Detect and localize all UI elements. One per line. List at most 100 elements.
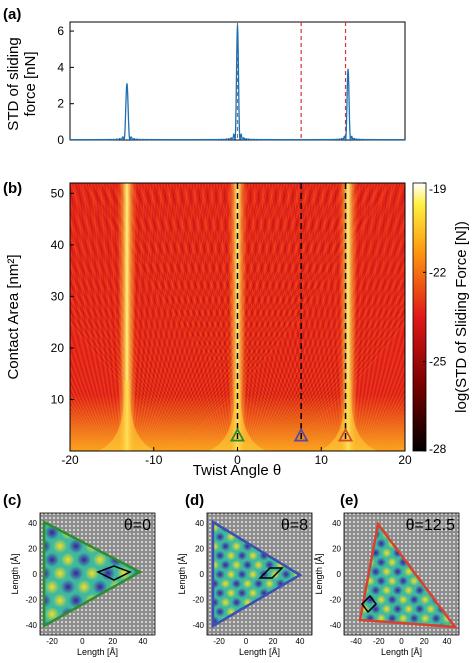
ytick-label: 40 bbox=[28, 519, 37, 528]
force-spot bbox=[157, 553, 171, 567]
force-spot bbox=[0, 457, 3, 471]
force-spot bbox=[470, 585, 474, 595]
ytick-label: 40 bbox=[195, 519, 204, 528]
ytick-label: -40 bbox=[329, 621, 341, 630]
force-spot bbox=[155, 616, 165, 626]
force-spot bbox=[5, 512, 19, 526]
panel-a-ytick-label: 0 bbox=[57, 133, 64, 147]
force-spot bbox=[220, 578, 231, 589]
force-spot bbox=[414, 604, 425, 614]
force-spot bbox=[231, 541, 242, 552]
force-spot bbox=[459, 641, 469, 651]
force-spot bbox=[166, 579, 176, 589]
force-spot bbox=[166, 504, 176, 514]
force-spot bbox=[165, 539, 179, 553]
force-spot bbox=[409, 613, 420, 624]
force-spot bbox=[165, 457, 179, 471]
force-spot bbox=[253, 578, 264, 589]
force-spot bbox=[459, 585, 469, 595]
force-spot bbox=[37, 648, 51, 662]
force-spot bbox=[459, 529, 469, 539]
force-spot bbox=[53, 485, 67, 499]
force-spot bbox=[188, 579, 198, 589]
panel-b-ytick-label: 50 bbox=[51, 186, 65, 200]
force-spot bbox=[464, 576, 474, 586]
force-spot bbox=[316, 623, 326, 633]
force-spot bbox=[215, 495, 225, 505]
force-spot bbox=[181, 539, 195, 553]
force-spot bbox=[248, 569, 258, 580]
force-spot bbox=[29, 498, 43, 512]
force-spot bbox=[157, 525, 171, 539]
force-spot bbox=[325, 495, 335, 505]
force-spot bbox=[44, 593, 52, 608]
panel-a-ytick-label: 4 bbox=[57, 60, 64, 74]
force-spot bbox=[459, 548, 469, 558]
force-spot bbox=[149, 495, 159, 505]
force-spot bbox=[303, 644, 313, 654]
force-spot bbox=[470, 511, 474, 521]
panel-b-xlabel: Twist Angle θ bbox=[193, 462, 281, 479]
ytick-label: 40 bbox=[332, 519, 341, 528]
panel-b-xticks: -20 -10 0 10 20 bbox=[61, 447, 412, 467]
force-spot bbox=[44, 552, 60, 567]
force-spot bbox=[125, 634, 139, 648]
xtick-label: 40 bbox=[139, 637, 148, 646]
force-spot bbox=[376, 576, 387, 586]
force-spot bbox=[0, 471, 11, 485]
force-spot bbox=[165, 485, 179, 499]
force-spot bbox=[470, 529, 474, 539]
contact-border bbox=[211, 519, 303, 629]
ytick-label: 20 bbox=[195, 545, 204, 554]
panel-b-markers bbox=[229, 427, 354, 442]
force-spot bbox=[189, 580, 203, 594]
force-spot bbox=[392, 585, 403, 596]
force-spot bbox=[459, 567, 469, 577]
xtick-label: 0 bbox=[399, 637, 404, 646]
panel-b-yticks: 10 20 30 40 50 bbox=[51, 186, 74, 406]
force-spot bbox=[193, 644, 203, 654]
heatmap-ridge-base bbox=[96, 381, 157, 451]
force-spot bbox=[398, 576, 409, 586]
force-spot bbox=[44, 579, 60, 595]
force-spot bbox=[316, 529, 326, 539]
force-spot bbox=[237, 588, 247, 598]
force-spot bbox=[171, 607, 181, 617]
force-spot bbox=[37, 485, 51, 499]
panel-b: (b) 10 20 30 40 50 -20 -10 0 10 20 Contact Area … bbox=[3, 180, 470, 479]
force-spot bbox=[215, 531, 225, 542]
force-spot bbox=[242, 560, 253, 570]
force-spot bbox=[13, 525, 27, 539]
force-spot bbox=[149, 644, 159, 654]
force-spot bbox=[459, 604, 469, 614]
force-spot bbox=[166, 635, 176, 645]
panel-b-ytick-label: 30 bbox=[51, 289, 65, 303]
force-spot bbox=[166, 597, 176, 607]
force-spot bbox=[320, 635, 330, 645]
force-spot bbox=[77, 471, 91, 485]
force-spot bbox=[5, 648, 19, 662]
force-spot bbox=[144, 504, 154, 514]
force-spot bbox=[237, 495, 247, 505]
force-spot bbox=[381, 566, 392, 577]
heatmap-ridge-base bbox=[318, 381, 379, 451]
force-spot bbox=[189, 553, 203, 567]
force-spot bbox=[157, 634, 171, 648]
force-spot bbox=[314, 607, 324, 617]
force-spot bbox=[165, 648, 179, 662]
ytick-label: -20 bbox=[329, 596, 341, 605]
unit-cell-rhombus bbox=[258, 567, 284, 579]
force-spot bbox=[0, 648, 3, 662]
force-spot bbox=[173, 607, 187, 621]
force-spot bbox=[370, 566, 381, 577]
force-spot bbox=[60, 552, 76, 567]
force-spot bbox=[464, 613, 474, 623]
force-spot bbox=[403, 604, 414, 614]
xtick-label: -20 bbox=[46, 637, 58, 646]
ylabel: Length [Å] bbox=[314, 553, 324, 594]
force-spot bbox=[332, 651, 342, 661]
force-spot bbox=[237, 550, 247, 561]
force-spot bbox=[354, 651, 364, 661]
force-spot bbox=[226, 495, 236, 505]
xtick-label: 20 bbox=[420, 637, 429, 646]
